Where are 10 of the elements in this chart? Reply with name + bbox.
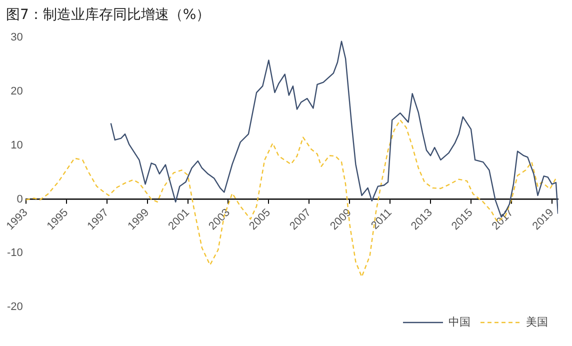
y-tick-label: 10 <box>10 139 23 152</box>
line-series <box>26 119 557 278</box>
y-tick-label: 30 <box>10 32 23 44</box>
chart-title: 图7：制造业库存同比增速（%） <box>5 6 212 25</box>
y-tick-label: -20 <box>6 301 23 314</box>
y-tick-label: -10 <box>6 247 23 260</box>
legend-label: 中国 <box>448 316 470 329</box>
legend-label: 美国 <box>526 316 548 329</box>
y-tick-label: 0 <box>16 193 23 206</box>
y-tick-label: 20 <box>10 86 23 98</box>
